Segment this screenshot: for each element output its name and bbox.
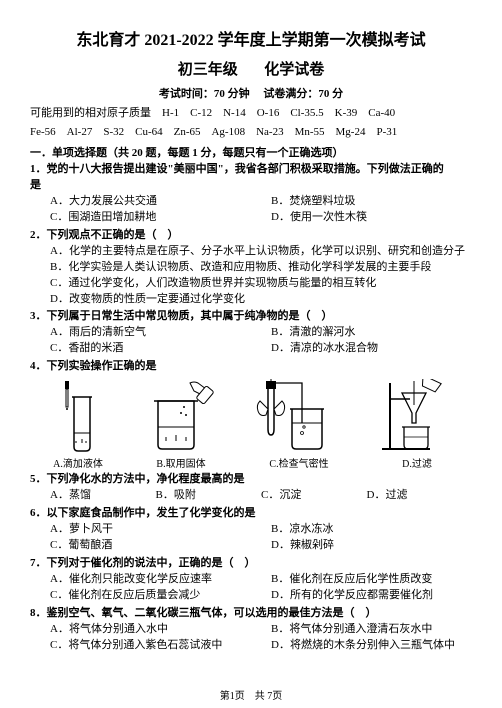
q5-option-c: C．沉淀 — [261, 488, 367, 504]
figure-b: B.取用固体 — [144, 379, 218, 470]
q6-option-b: B．凉水冻冰 — [251, 522, 472, 538]
q6-option-c: C．葡萄酿酒 — [30, 538, 251, 554]
q7-option-b: B．催化剂在反应后化学性质改变 — [251, 572, 472, 588]
question-8-stem: 8．鉴别空气、氧气、二氧化碳三瓶气体，可以选用的最佳方法是（ ） — [30, 606, 472, 622]
section-1-header: 一．单项选择题（共 20 题，每题 1 分，每题只有一个正确选项） — [30, 144, 472, 160]
q5-option-d: D．过滤 — [367, 488, 473, 504]
atomic-values-1: H-1 C-12 N-14 O-16 Cl-35.5 K-39 Ca-40 — [162, 107, 395, 119]
subject-label: 化学试卷 — [264, 62, 324, 78]
question-1-stem-2: 是 — [30, 178, 472, 194]
question-4-figures: A.滴加液体 B.取用固体 — [30, 379, 472, 470]
question-1-options: A．大力发展公共交通 B．焚烧塑料垃圾 C．围湖造田增加耕地 D．使用一次性木筷 — [30, 194, 472, 226]
figure-c-caption: C.检查气密性 — [269, 455, 328, 470]
marks-value: 70 分 — [318, 88, 343, 100]
q5-option-a: A．蒸馏 — [50, 488, 156, 504]
q7-option-d: D．所有的化学反应都需要催化剂 — [251, 588, 472, 604]
q8-option-a: A．将气体分别通入水中 — [30, 622, 251, 638]
question-4-stem: 4．下列实验操作正确的是 — [30, 359, 472, 375]
q1-option-d: D．使用一次性木筷 — [251, 210, 472, 226]
q5-option-b: B．吸附 — [156, 488, 262, 504]
question-7-options: A．催化剂只能改变化学反应速率 B．催化剂在反应后化学性质改变 C．催化剂在反应… — [30, 572, 472, 604]
question-6-stem: 6．以下家庭食品制作中，发生了化学变化的是 — [30, 506, 472, 522]
figure-c: C.检查气密性 — [254, 379, 344, 470]
q2-option-a: A．化学的主要特点是在原子、分子水平上认识物质，化学可以识别、研究和创造分子 — [30, 244, 472, 260]
q1-option-a: A．大力发展公共交通 — [30, 194, 251, 210]
q2-option-c: C．通过化学变化，人们改造物质世界并实现物质与能量的相互转化 — [30, 276, 472, 292]
exam-info: 考试时间：70 分钟 试卷满分：70 分 — [30, 85, 472, 101]
page-footer: 第1页 共 7页 — [0, 687, 502, 702]
title-main: 东北育才 2021-2022 学年度上学期第一次模拟考试 — [30, 26, 472, 50]
question-3-stem: 3．下列属于日常生活中常见物质，其中属于纯净物的是（ ） — [30, 309, 472, 325]
q1-option-c: C．围湖造田增加耕地 — [30, 210, 251, 226]
marks-label: 试卷满分： — [263, 88, 318, 100]
q2-option-b: B．化学实验是人类认识物质、改造和应用物质、推动化学科学发展的主要手段 — [30, 260, 472, 276]
q1-option-b: B．焚烧塑料垃圾 — [251, 194, 472, 210]
time-value: 70 分钟 — [214, 88, 250, 100]
q3-option-a: A．雨后的清新空气 — [30, 325, 251, 341]
question-6-options: A．萝卜风干 B．凉水冻冰 C．葡萄酿酒 D．辣椒剁碎 — [30, 522, 472, 554]
question-1-stem-1: 1．党的十八大报告提出建设"美丽中国"，我省各部门积极采取措施。下列做法正确的 — [30, 162, 472, 178]
figure-d-caption: D.过滤 — [402, 455, 432, 470]
title-spacer — [241, 62, 260, 78]
airtightness-check-icon — [254, 379, 344, 453]
figure-a: A.滴加液体 — [48, 379, 108, 470]
time-label: 考试时间： — [159, 88, 214, 100]
atomic-masses-line1: 可能用到的相对原子质量 H-1 C-12 N-14 O-16 Cl-35.5 K… — [30, 105, 472, 122]
q8-option-c: C．将气体分别通入紫色石蕊试液中 — [30, 638, 251, 654]
atomic-prefix: 可能用到的相对原子质量 — [30, 107, 151, 119]
question-5-stem: 5．下列净化水的方法中，净化程度最高的是 — [30, 472, 472, 488]
question-2-stem: 2．下列观点不正确的是（ ） — [30, 228, 472, 244]
q8-option-d: D．将燃烧的木条分别伸入三瓶气体中 — [251, 638, 472, 654]
dropper-test-tube-icon — [48, 379, 108, 453]
question-5-options: A．蒸馏 B．吸附 C．沉淀 D．过滤 — [30, 488, 472, 504]
q7-option-c: C．催化剂在反应后质量会减少 — [30, 588, 251, 604]
filtration-icon — [380, 379, 454, 453]
q3-option-b: B．清澈的澥河水 — [251, 325, 472, 341]
solid-transfer-icon — [144, 379, 218, 453]
q6-option-a: A．萝卜风干 — [30, 522, 251, 538]
figure-a-caption: A.滴加液体 — [53, 455, 103, 470]
q8-option-b: B．将气体分别通入澄清石灰水中 — [251, 622, 472, 638]
figure-b-caption: B.取用固体 — [156, 455, 205, 470]
question-3-options: A．雨后的清新空气 B．清澈的澥河水 C．香甜的米酒 D．清凉的冰水混合物 — [30, 325, 472, 357]
atomic-masses-line2: Fe-56 Al-27 S-32 Cu-64 Zn-65 Ag-108 Na-2… — [30, 124, 472, 141]
grade-label: 初三年级 — [178, 62, 238, 78]
q7-option-a: A．催化剂只能改变化学反应速率 — [30, 572, 251, 588]
figure-d: D.过滤 — [380, 379, 454, 470]
question-8-options: A．将气体分别通入水中 B．将气体分别通入澄清石灰水中 C．将气体分别通入紫色石… — [30, 622, 472, 654]
exam-page: 东北育才 2021-2022 学年度上学期第一次模拟考试 初三年级 化学试卷 考… — [0, 0, 502, 708]
title-sub: 初三年级 化学试卷 — [30, 58, 472, 79]
q6-option-d: D．辣椒剁碎 — [251, 538, 472, 554]
q2-option-d: D．改变物质的性质一定要通过化学变化 — [30, 292, 472, 308]
q3-option-c: C．香甜的米酒 — [30, 341, 251, 357]
question-7-stem: 7．下列对于催化剂的说法中，正确的是（ ） — [30, 556, 472, 572]
q3-option-d: D．清凉的冰水混合物 — [251, 341, 472, 357]
